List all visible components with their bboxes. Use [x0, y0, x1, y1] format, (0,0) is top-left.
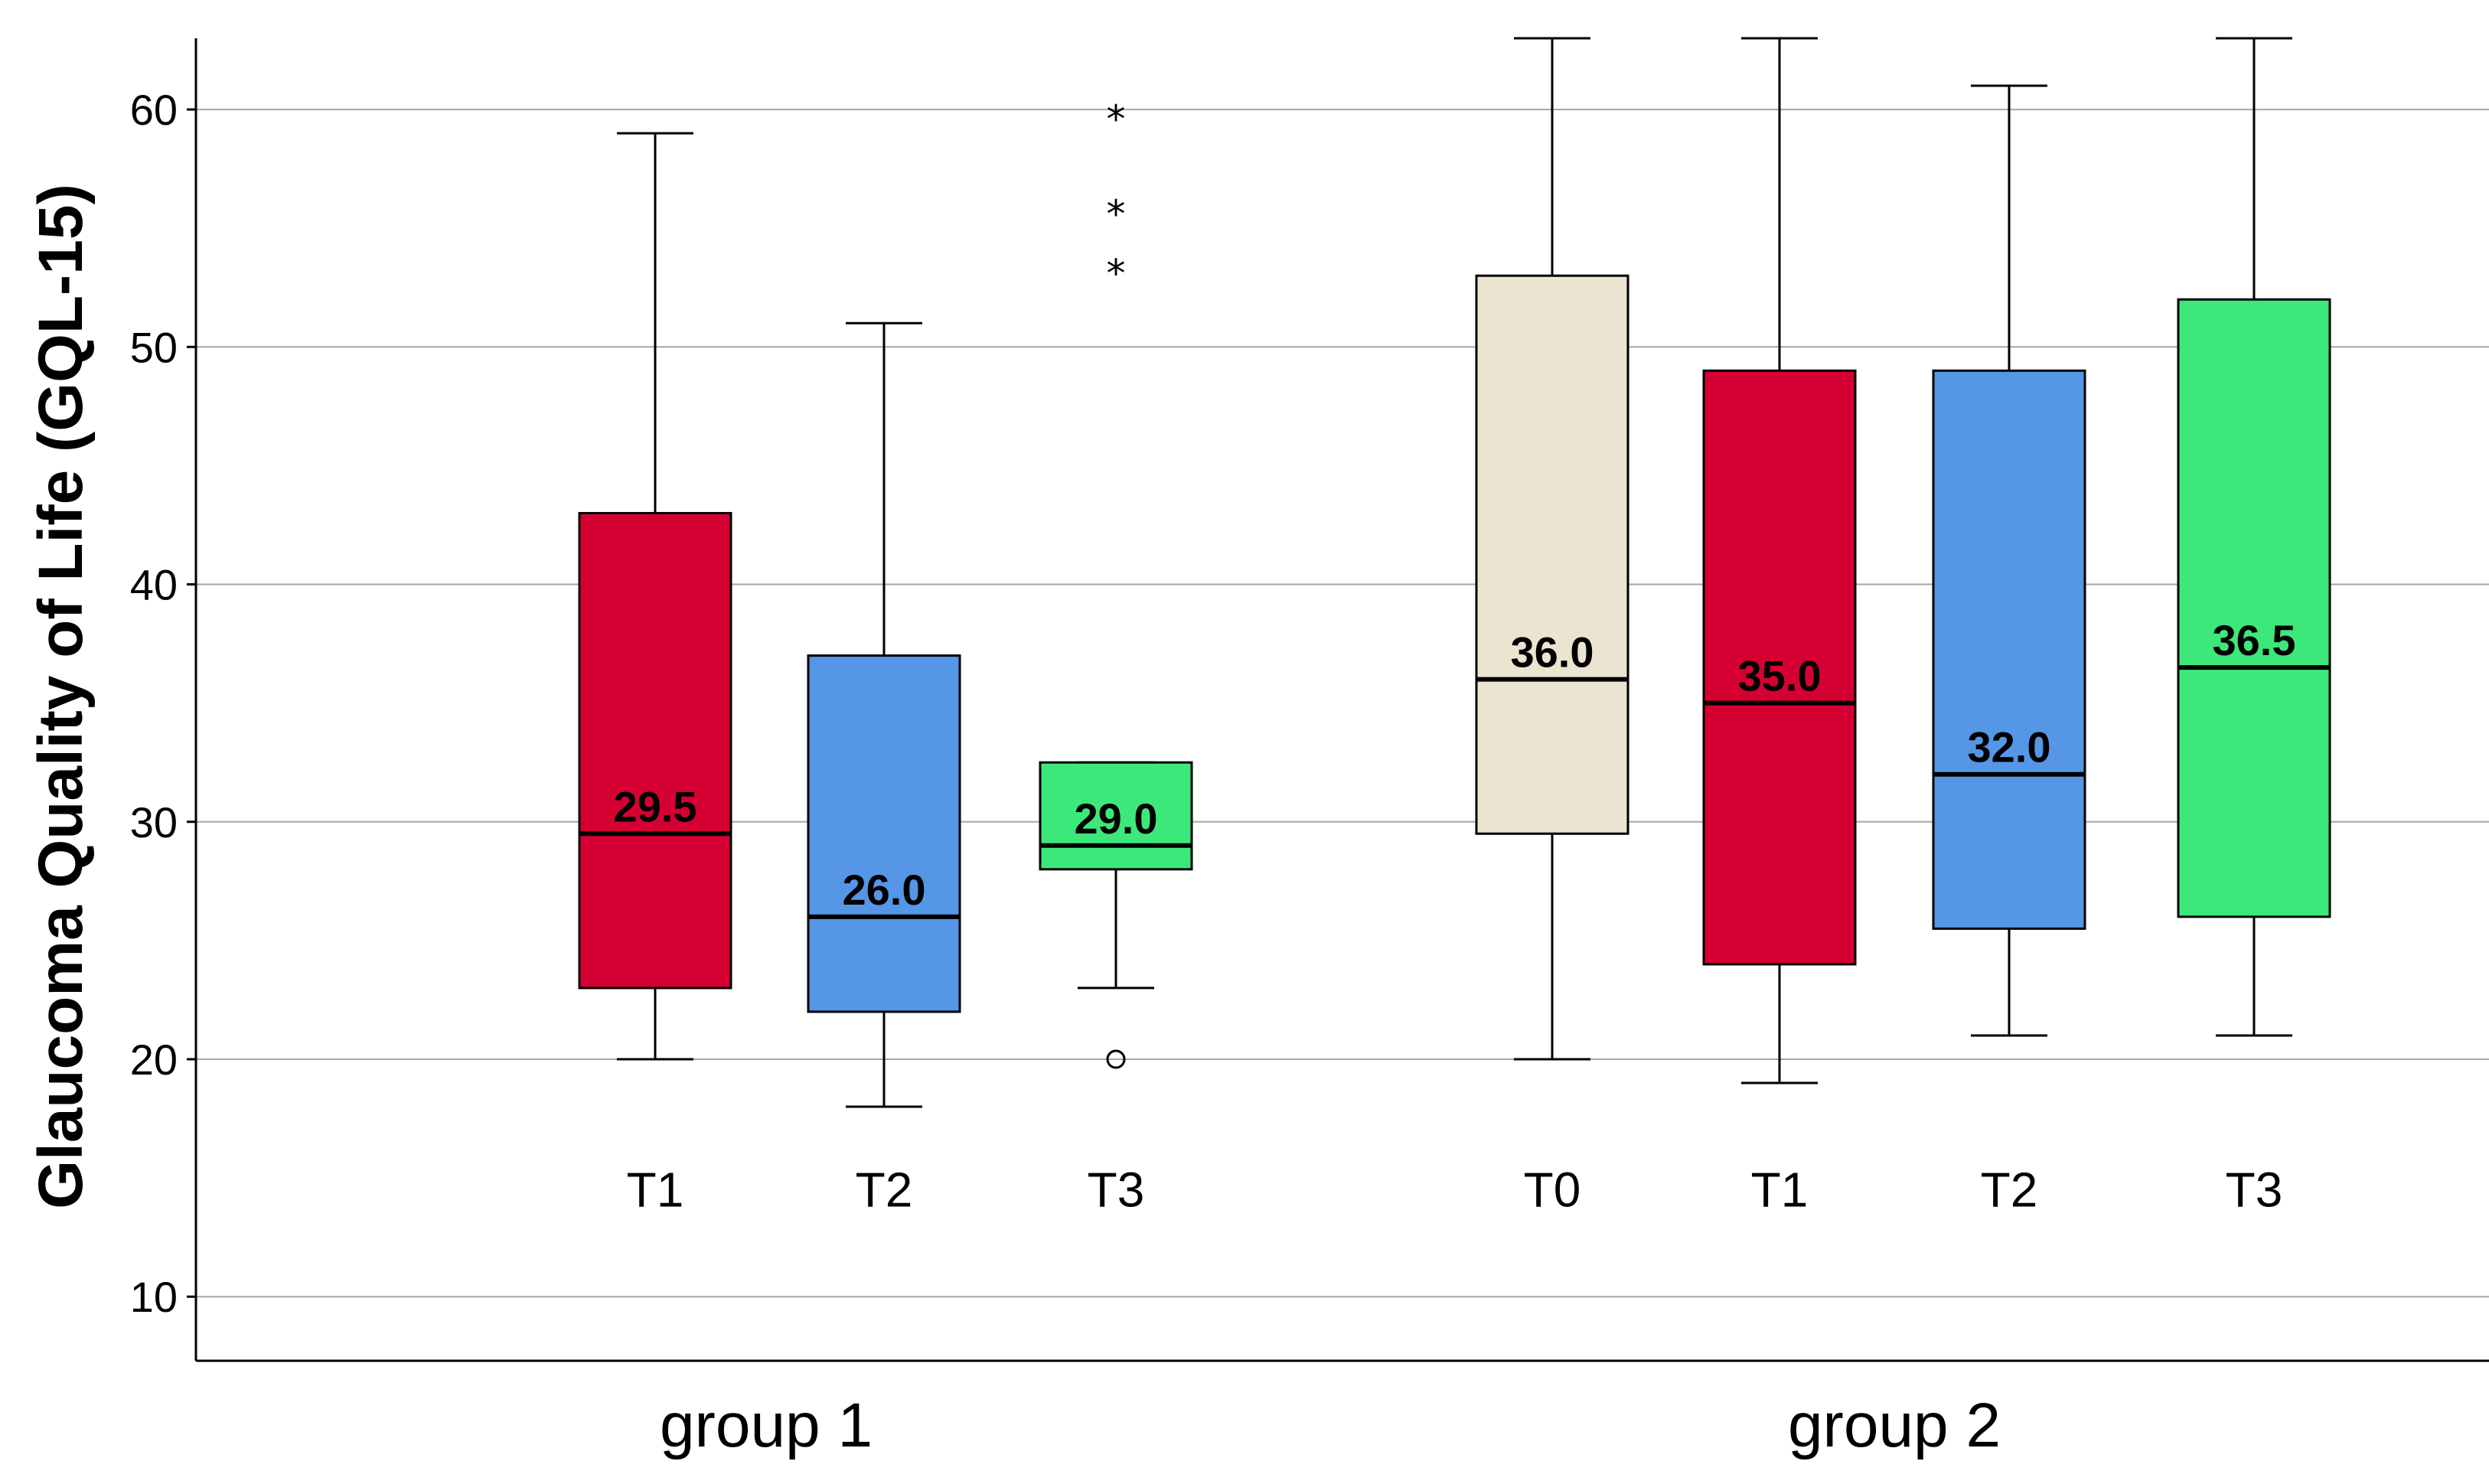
median-label-g2-t0: 36.0 — [1511, 628, 1594, 677]
outlier-star-g1-t3-1: * — [1107, 192, 1126, 236]
median-label-g1-t1: 29.5 — [614, 782, 697, 830]
median-label-g2-t3: 36.5 — [2213, 616, 2296, 664]
y-axis-label: Glaucoma Quality of Life (GQL-15) — [26, 184, 96, 1209]
iqr-box-g1-t1 — [578, 511, 732, 990]
group-label-2: group 2 — [1788, 1391, 2001, 1460]
box-g1-t3: 29.0 * * * — [1039, 97, 1193, 1069]
category-label-g2-t1: T1 — [1751, 1163, 1809, 1218]
iqr-box-g2-t0 — [1475, 274, 1629, 835]
y-tick-label-20: 20 — [130, 1036, 178, 1084]
y-tick-labels: 10 20 30 40 50 60 — [130, 86, 196, 1321]
outlier-star-g1-t3-0: * — [1107, 97, 1126, 142]
group-label-1: group 1 — [660, 1391, 873, 1460]
boxes-layer: 29.5 26.0 29.0 * * * 36.0 35.0 32.0 36.5 — [578, 37, 2331, 1108]
y-tick-label-60: 60 — [130, 86, 178, 134]
box-g2-t1: 35.0 — [1702, 37, 1857, 1084]
box-g1-t1: 29.5 — [578, 132, 732, 1061]
median-label-g1-t2: 26.0 — [843, 866, 926, 914]
y-tick-label-30: 30 — [130, 798, 178, 846]
outlier-star-g1-t3-2: * — [1107, 252, 1126, 296]
box-g2-t0: 36.0 — [1475, 37, 1629, 1061]
y-tick-label-40: 40 — [130, 561, 178, 609]
median-label-g2-t1: 35.0 — [1738, 652, 1822, 700]
grid-layer — [196, 109, 2489, 1298]
box-g2-t3: 36.5 — [2177, 37, 2331, 1037]
category-label-g2-t3: T3 — [2226, 1163, 2283, 1218]
iqr-box-g2-t3 — [2177, 298, 2331, 918]
iqr-box-g1-t2 — [807, 654, 961, 1013]
y-tick-label-50: 50 — [130, 323, 178, 371]
axis-layer — [194, 38, 2489, 1362]
median-label-g1-t3: 29.0 — [1075, 794, 1158, 843]
y-tick-label-10: 10 — [130, 1273, 178, 1321]
category-label-g2-t0: T0 — [1524, 1163, 1581, 1218]
iqr-box-g2-t1 — [1702, 369, 1857, 966]
outlier-circle-g1-t3-0 — [1106, 1049, 1126, 1069]
box-g1-t2: 26.0 — [807, 321, 961, 1108]
category-label-g1-t3: T3 — [1088, 1163, 1145, 1218]
median-label-g2-t2: 32.0 — [1968, 723, 2051, 771]
category-label-g1-t2: T2 — [856, 1163, 913, 1218]
category-label-g1-t1: T1 — [627, 1163, 684, 1218]
iqr-box-g2-t2 — [1932, 369, 2086, 930]
labels-layer: group 1 T1 T2 T3 group 2 T0 T1 T2 T3 — [627, 1163, 2283, 1460]
box-g2-t2: 32.0 — [1932, 84, 2086, 1037]
iqr-box-g1-t3 — [1039, 761, 1193, 871]
category-label-g2-t2: T2 — [1981, 1163, 2038, 1218]
